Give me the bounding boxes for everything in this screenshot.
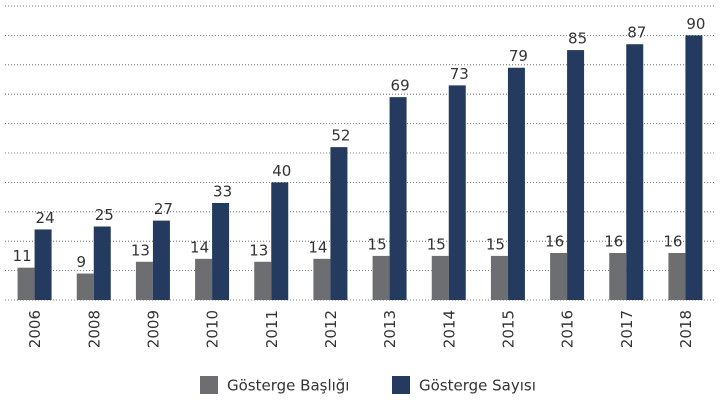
- x-tick-label: 2016: [559, 310, 577, 348]
- data-label: 16: [545, 232, 564, 250]
- x-tick-label: 2008: [85, 310, 103, 348]
- data-label: 69: [391, 77, 410, 95]
- data-label: 15: [486, 235, 505, 253]
- data-label: 14: [308, 238, 327, 256]
- data-label: 16: [604, 232, 623, 250]
- data-label: 13: [131, 241, 150, 259]
- data-label: 52: [331, 127, 350, 145]
- x-tick-label: 2018: [677, 310, 695, 348]
- legend-swatch: [392, 376, 410, 394]
- data-label: 16: [663, 232, 682, 250]
- legend-label: Gösterge Başlığı: [227, 377, 349, 395]
- x-tick-label: 2011: [263, 310, 281, 348]
- bar: [17, 267, 35, 300]
- x-tick-label: 2010: [204, 310, 222, 348]
- x-tick-label: 2013: [381, 310, 399, 348]
- data-label: 25: [95, 206, 114, 224]
- bar: [626, 44, 644, 300]
- bar: [93, 226, 111, 300]
- bar: [135, 261, 153, 300]
- data-label: 90: [686, 15, 705, 33]
- bar: [389, 97, 407, 300]
- bar: [567, 50, 585, 300]
- data-label: 15: [368, 235, 387, 253]
- x-tick-label: 2014: [440, 310, 458, 348]
- bar: [609, 252, 627, 300]
- x-tick-label: 2015: [499, 310, 517, 348]
- bar: [490, 255, 508, 300]
- bar: [34, 229, 52, 300]
- legend-label: Gösterge Sayısı: [419, 377, 536, 395]
- bar: [448, 85, 466, 300]
- bar: [212, 202, 230, 300]
- data-label: 85: [568, 30, 587, 48]
- bar: [550, 252, 568, 300]
- data-label: 14: [190, 238, 209, 256]
- x-tick-label: 2017: [618, 310, 636, 348]
- data-label: 11: [13, 247, 32, 265]
- legend-swatch: [200, 376, 218, 394]
- data-label: 79: [509, 47, 528, 65]
- data-label: 15: [427, 235, 446, 253]
- data-label: 33: [213, 182, 232, 200]
- x-tick-label: 2012: [322, 310, 340, 348]
- bar: [330, 147, 348, 300]
- bar: [431, 255, 449, 300]
- bar: [685, 35, 703, 301]
- data-label: 40: [272, 162, 291, 180]
- data-label: 24: [36, 209, 55, 227]
- data-label: 27: [154, 200, 173, 218]
- data-label: 73: [450, 65, 469, 83]
- bar: [76, 273, 94, 300]
- x-tick-label: 2006: [26, 310, 44, 348]
- data-label: 87: [627, 24, 646, 42]
- bar: [195, 258, 213, 300]
- bar: [152, 220, 170, 300]
- x-tick-label: 2009: [144, 310, 162, 348]
- data-label: 9: [76, 253, 86, 271]
- bar: [271, 182, 289, 300]
- bar: [507, 67, 525, 301]
- bar: [668, 252, 686, 300]
- data-label: 13: [249, 241, 268, 259]
- bar: [372, 255, 390, 300]
- bar: [254, 261, 272, 300]
- bar: [313, 258, 331, 300]
